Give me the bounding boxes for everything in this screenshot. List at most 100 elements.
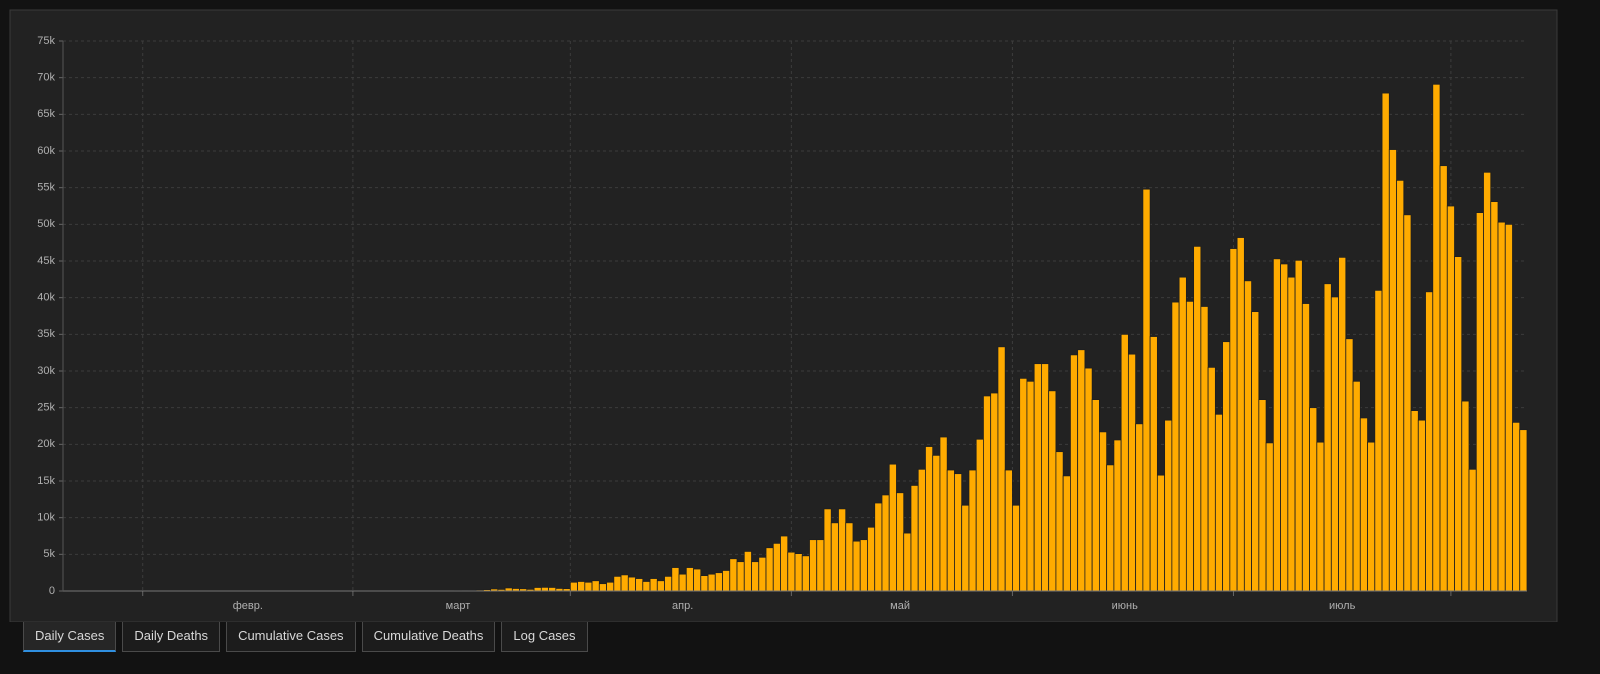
bar [874, 502, 883, 592]
bar [1410, 410, 1419, 592]
bar [1483, 171, 1492, 592]
bar [1330, 296, 1339, 592]
bar [533, 587, 542, 592]
bar [896, 492, 905, 592]
bar [584, 581, 593, 592]
x-tick-label: май [890, 600, 910, 612]
bar [1222, 341, 1231, 592]
bar [1120, 333, 1129, 592]
bar [1316, 441, 1325, 592]
bar [1127, 353, 1137, 592]
bar [910, 484, 919, 592]
bar [678, 573, 687, 592]
bar [1164, 419, 1173, 592]
bar [1019, 377, 1028, 592]
bar [1142, 188, 1151, 592]
bar [1012, 504, 1021, 592]
bar [1388, 149, 1397, 592]
bar [707, 573, 716, 592]
bar [932, 454, 941, 592]
bar [664, 575, 673, 592]
bar [838, 508, 847, 592]
bar [1287, 276, 1296, 592]
y-tick-label: 15k [37, 475, 55, 487]
bar [903, 532, 912, 592]
bar [1338, 256, 1347, 592]
bar [714, 572, 723, 592]
bar [736, 561, 745, 592]
bar [1048, 390, 1057, 592]
bar [685, 567, 694, 592]
bar [671, 567, 680, 592]
chart: 0 5k 10k 15k 20k 25k 30k 35k 40k 45k 50k 55k 60k 65k 7… [9, 9, 1558, 622]
tab[interactable]: Cumulative Cases [226, 622, 356, 652]
bar [1475, 212, 1484, 592]
bar [1519, 429, 1528, 592]
bar [743, 551, 752, 592]
bar [787, 551, 796, 592]
x-tick-label: июль [1329, 600, 1356, 612]
y-tick-label: 5k [43, 548, 55, 560]
bar [1367, 441, 1376, 592]
y-tick-label: 20k [37, 438, 55, 450]
y-tick-label: 65k [37, 108, 55, 120]
x-tick-label: апр. [672, 600, 693, 612]
tab-bar: Daily Cases Daily Deaths Cumulative Cases C… [23, 622, 588, 652]
bar [1345, 338, 1354, 592]
bar [1236, 237, 1245, 592]
bar [1490, 201, 1499, 592]
bar [1243, 280, 1252, 592]
bar [1004, 469, 1013, 592]
bar [925, 446, 934, 592]
bar [1135, 423, 1144, 592]
bar [649, 578, 658, 592]
tab[interactable]: Daily Deaths [122, 622, 221, 652]
y-tick-label: 25k [37, 402, 55, 414]
bar [975, 438, 984, 592]
bar [1504, 223, 1513, 592]
x-tick-label: март [446, 600, 471, 612]
bar [852, 540, 861, 592]
bar [1374, 289, 1383, 592]
tab[interactable]: Log Cases [501, 622, 588, 652]
y-tick-label: 35k [37, 328, 55, 340]
bar [613, 575, 622, 592]
y-tick-label: 55k [37, 182, 55, 194]
bar [1359, 417, 1368, 592]
bar [990, 392, 999, 592]
x-tick-label: июнь [1112, 600, 1138, 612]
y-tick-label: 30k [37, 365, 55, 377]
bar [635, 578, 644, 592]
y-tick-label: 75k [37, 35, 55, 47]
bar [620, 574, 629, 592]
bar [1193, 245, 1202, 592]
tab[interactable]: Daily Cases [23, 622, 117, 652]
bar [1229, 248, 1238, 592]
y-tick-label: 45k [37, 255, 55, 267]
bar [816, 539, 825, 592]
bar [881, 494, 890, 592]
tab[interactable]: Cumulative Deaths [361, 622, 496, 652]
bar [1272, 258, 1281, 592]
bar [627, 576, 636, 592]
bar [1041, 363, 1050, 592]
x-tick-label: февр. [233, 600, 263, 612]
bar [606, 581, 615, 592]
bar [700, 575, 709, 592]
bar [809, 539, 818, 592]
bar [1178, 276, 1187, 592]
bar [1425, 291, 1434, 592]
bar [1265, 442, 1274, 592]
bar [983, 395, 992, 592]
bar [939, 436, 948, 592]
bar [1352, 380, 1361, 592]
bar [780, 535, 789, 592]
bar [1033, 363, 1042, 592]
bar [540, 586, 549, 592]
bar [954, 473, 963, 592]
bar [598, 583, 607, 592]
bar [1106, 464, 1115, 592]
bar [1026, 380, 1035, 592]
bar [772, 542, 781, 592]
bar [1171, 301, 1180, 592]
